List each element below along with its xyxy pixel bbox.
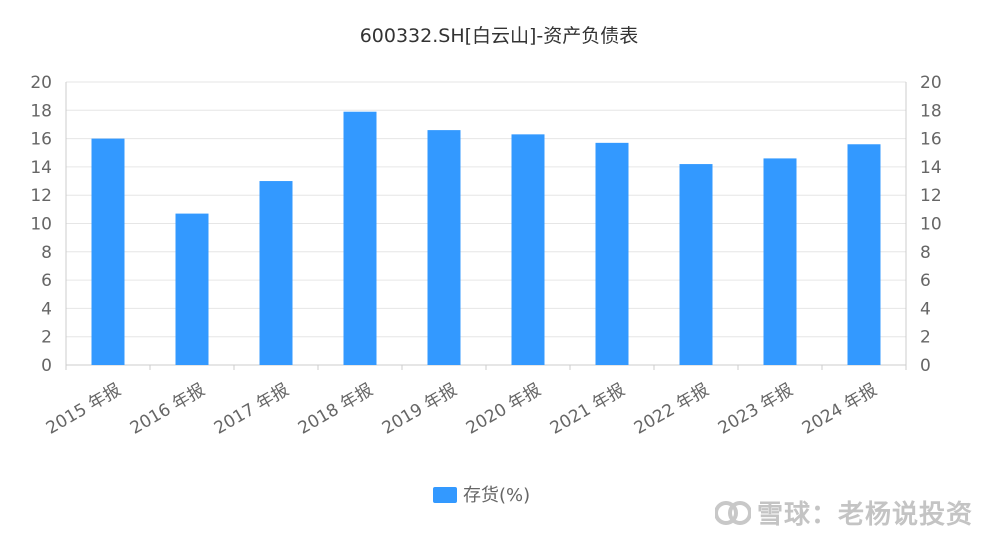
x-tick-label: 2015 年报 (43, 380, 125, 439)
x-tick-label: 2021 年报 (547, 380, 629, 439)
bar-8[interactable] (763, 158, 797, 365)
y-tick-label: 0 (41, 356, 52, 376)
legend-label[interactable]: 存货(%) (463, 485, 530, 506)
y-tick-label: 18 (30, 101, 52, 121)
y2-tick-labels: 0 2 4 6 8 10 12 14 16 18 20 (920, 73, 942, 376)
x-tick-label: 2019 年报 (379, 380, 461, 439)
y2-tick-label: 10 (920, 215, 942, 235)
y-tick-labels: 0 2 4 6 8 10 12 14 16 18 20 (30, 73, 52, 376)
x-tick-label: 2024 年报 (799, 380, 881, 439)
y-tick-label: 2 (41, 328, 52, 348)
bar-4[interactable] (427, 130, 461, 365)
watermark: 雪球：老杨说投资 (714, 494, 973, 531)
y2-tick-label: 18 (920, 101, 942, 121)
y2-tick-label: 20 (920, 73, 942, 93)
y-tick-label: 20 (30, 73, 52, 93)
x-tick-label: 2018 年报 (295, 380, 377, 439)
legend-swatch[interactable] (433, 487, 457, 503)
snowball-logo-icon (714, 498, 751, 528)
bar-0[interactable] (91, 138, 125, 365)
y-tick-label: 4 (41, 299, 52, 319)
y-tick-label: 16 (30, 130, 52, 150)
y2-tick-label: 2 (920, 328, 931, 348)
x-tick-label: 2022 年报 (631, 380, 713, 439)
y2-tick-label: 12 (920, 186, 942, 206)
y2-tick-label: 6 (920, 271, 931, 291)
y-tick-label: 14 (30, 158, 52, 178)
bar-5[interactable] (511, 134, 545, 365)
bar-3[interactable] (343, 111, 377, 365)
x-tick-labels: 2015 年报 2016 年报 2017 年报 2018 年报 2019 年报 2020 … (43, 380, 881, 439)
bar-1[interactable] (175, 213, 209, 365)
x-tick-label: 2016 年报 (127, 380, 209, 439)
y2-tick-label: 4 (920, 299, 931, 319)
y2-tick-label: 14 (920, 158, 942, 178)
y-tick-label: 12 (30, 186, 52, 206)
y-tick-label: 10 (30, 215, 52, 235)
bar-7[interactable] (679, 164, 713, 365)
bars (91, 111, 881, 365)
x-tick-label: 2020 年报 (463, 380, 545, 439)
bar-6[interactable] (595, 142, 629, 365)
bar-2[interactable] (259, 181, 293, 365)
watermark-text: 雪球：老杨说投资 (756, 500, 973, 530)
x-tick-label: 2023 年报 (715, 380, 797, 439)
y-tick-label: 6 (41, 271, 52, 291)
y2-tick-label: 0 (920, 356, 931, 376)
bar-9[interactable] (847, 144, 881, 365)
y2-tick-label: 16 (920, 130, 942, 150)
legend[interactable]: 存货(%) (433, 485, 530, 506)
y2-tick-label: 8 (920, 243, 931, 263)
x-tick-label: 2017 年报 (211, 380, 293, 439)
y-tick-label: 8 (41, 243, 52, 263)
chart-title: 600332.SH[白云山]-资产负债表 (360, 25, 639, 47)
